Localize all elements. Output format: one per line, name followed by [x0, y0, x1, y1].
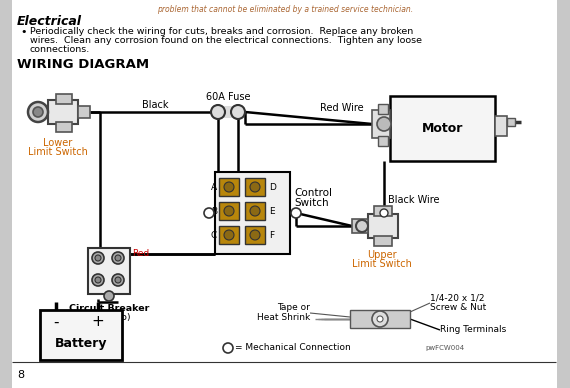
- Circle shape: [372, 311, 388, 327]
- Circle shape: [380, 209, 388, 217]
- Circle shape: [211, 105, 225, 119]
- Bar: [215, 172, 290, 254]
- Circle shape: [112, 274, 124, 286]
- Circle shape: [224, 182, 234, 192]
- Text: Switch: Switch: [294, 198, 329, 208]
- Bar: [378, 136, 388, 146]
- Text: E: E: [269, 206, 275, 215]
- Text: 60A Fuse: 60A Fuse: [206, 92, 250, 102]
- Text: Tape or: Tape or: [277, 303, 310, 312]
- Circle shape: [224, 206, 234, 216]
- Bar: [219, 178, 239, 196]
- Text: pwFCW004: pwFCW004: [425, 345, 464, 351]
- Circle shape: [104, 291, 114, 301]
- Text: Black: Black: [142, 100, 168, 110]
- Circle shape: [250, 230, 260, 240]
- Text: Red: Red: [132, 249, 149, 258]
- Circle shape: [356, 220, 368, 232]
- Circle shape: [95, 277, 101, 283]
- Text: C: C: [211, 230, 217, 239]
- Text: Circuit Breaker: Circuit Breaker: [69, 304, 149, 313]
- Bar: [374, 206, 392, 216]
- Bar: [48, 100, 78, 124]
- Bar: [350, 310, 410, 328]
- Bar: [245, 226, 265, 244]
- Bar: [78, 106, 90, 118]
- Bar: [0, 0, 12, 388]
- Circle shape: [250, 206, 260, 216]
- Text: Battery: Battery: [55, 336, 107, 350]
- Circle shape: [92, 274, 104, 286]
- Bar: [219, 202, 239, 220]
- Circle shape: [223, 343, 233, 353]
- Bar: [374, 236, 392, 246]
- Text: Upper: Upper: [367, 250, 397, 260]
- Circle shape: [224, 230, 234, 240]
- Text: A: A: [211, 182, 217, 192]
- Circle shape: [231, 105, 245, 119]
- Text: Motor: Motor: [422, 122, 463, 135]
- Text: Ring Terminals: Ring Terminals: [440, 326, 506, 334]
- Bar: [368, 214, 398, 238]
- Circle shape: [291, 208, 301, 218]
- Bar: [245, 202, 265, 220]
- Bar: [352, 219, 368, 233]
- Circle shape: [28, 102, 48, 122]
- Bar: [56, 94, 72, 104]
- Text: Lower: Lower: [43, 138, 72, 148]
- Bar: [245, 178, 265, 196]
- Text: connections.: connections.: [30, 45, 90, 54]
- Circle shape: [115, 255, 121, 261]
- Bar: [56, 122, 72, 132]
- Text: -: -: [53, 315, 59, 329]
- Bar: [88, 248, 130, 294]
- Text: WIRING DIAGRAM: WIRING DIAGRAM: [17, 58, 149, 71]
- Circle shape: [33, 107, 43, 117]
- Text: problem that cannot be eliminated by a trained service technician.: problem that cannot be eliminated by a t…: [157, 5, 413, 14]
- Circle shape: [377, 316, 383, 322]
- Circle shape: [95, 255, 101, 261]
- Bar: [495, 116, 507, 136]
- Text: 1/4-20 x 1/2: 1/4-20 x 1/2: [430, 293, 484, 303]
- Text: •: •: [20, 27, 26, 37]
- Text: Control: Control: [294, 188, 332, 198]
- Circle shape: [204, 208, 214, 218]
- Text: Screw & Nut: Screw & Nut: [430, 303, 486, 312]
- Bar: [372, 110, 390, 138]
- Text: D: D: [269, 182, 276, 192]
- Text: Black Wire: Black Wire: [388, 195, 439, 205]
- Bar: [40, 310, 122, 360]
- Bar: [557, 0, 570, 388]
- Bar: [216, 106, 240, 118]
- Bar: [390, 96, 495, 161]
- Text: Limit Switch: Limit Switch: [352, 259, 412, 269]
- Text: Limit Switch: Limit Switch: [28, 147, 88, 157]
- Text: B: B: [211, 206, 217, 215]
- Circle shape: [377, 117, 391, 131]
- Text: Heat Shrink: Heat Shrink: [256, 312, 310, 322]
- Circle shape: [250, 182, 260, 192]
- Text: Periodically check the wiring for cuts, breaks and corrosion.  Replace any broke: Periodically check the wiring for cuts, …: [30, 27, 413, 36]
- Circle shape: [92, 252, 104, 264]
- Circle shape: [112, 252, 124, 264]
- Bar: [507, 118, 515, 126]
- Bar: [219, 226, 239, 244]
- Text: Electrical: Electrical: [17, 15, 82, 28]
- Text: +: +: [92, 315, 104, 329]
- Bar: [378, 104, 388, 114]
- Text: wires.  Clean any corrosion found on the electrical connections.  Tighten any lo: wires. Clean any corrosion found on the …: [30, 36, 422, 45]
- Text: Red Wire: Red Wire: [320, 103, 364, 113]
- Text: = Mechanical Connection: = Mechanical Connection: [235, 343, 351, 353]
- Circle shape: [115, 277, 121, 283]
- Text: 8: 8: [17, 370, 24, 380]
- Text: F: F: [269, 230, 274, 239]
- Text: (50 amp): (50 amp): [87, 313, 131, 322]
